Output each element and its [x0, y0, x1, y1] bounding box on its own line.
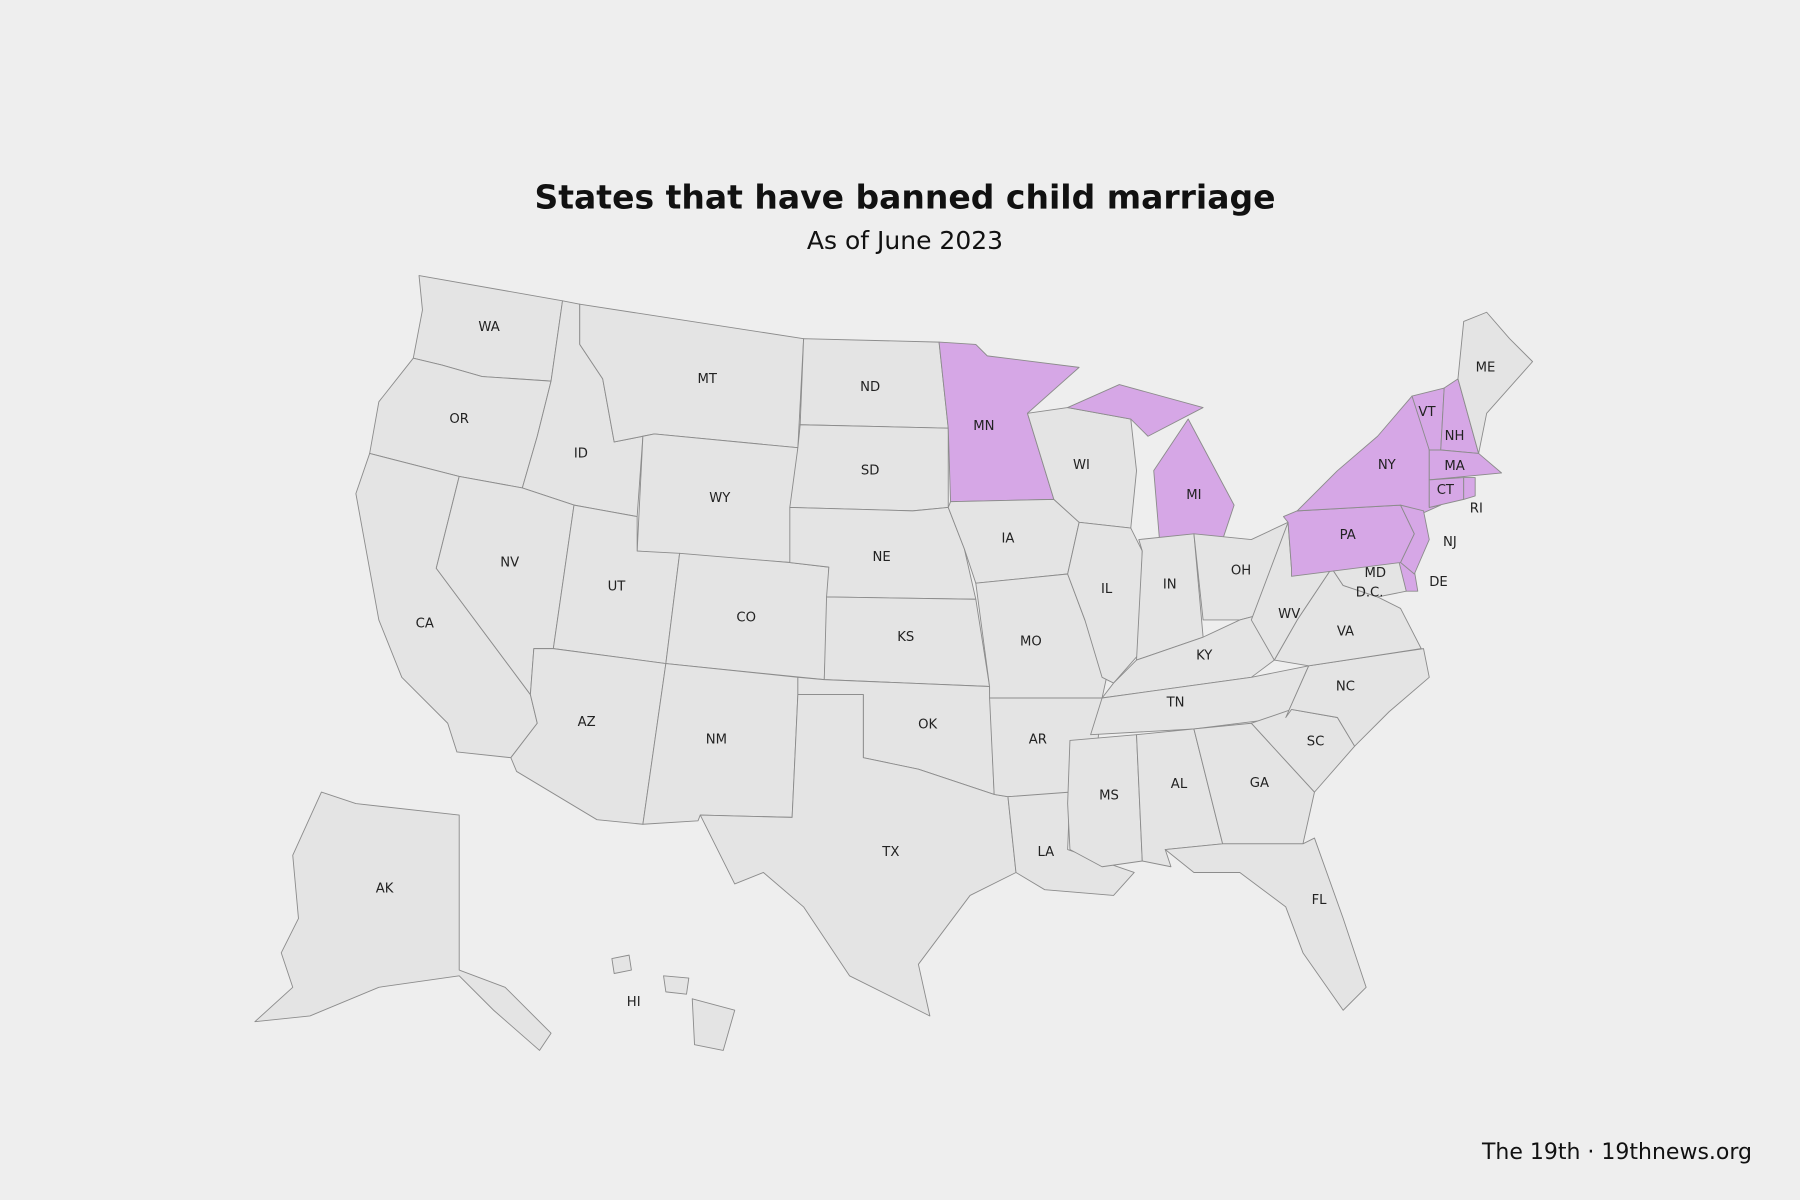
state: NM [642, 663, 799, 825]
state-label: CO [736, 611, 756, 626]
state: D.C. [1356, 585, 1384, 600]
state-label: VT [1418, 405, 1436, 420]
state-label: OH [1231, 564, 1251, 579]
state-label: WA [478, 320, 499, 335]
state-label: NM [706, 732, 727, 747]
state-shape [663, 975, 690, 995]
state: KS [823, 596, 991, 687]
state-label: PA [1340, 528, 1356, 543]
state: NV [435, 475, 575, 695]
state: FL [1164, 837, 1367, 1011]
state-label: TN [1166, 696, 1185, 711]
state-label: NJ [1443, 535, 1457, 550]
state-shape [1428, 449, 1503, 481]
state: NJ [1400, 504, 1457, 575]
state-label: GA [1250, 776, 1269, 791]
state: MI [1067, 384, 1235, 541]
state-label: AZ [578, 715, 596, 730]
state-label: CT [1437, 483, 1455, 498]
state-label: ME [1476, 360, 1496, 375]
state-label: KS [897, 630, 914, 645]
state-label: NY [1378, 458, 1397, 473]
state-label: MN [973, 419, 994, 434]
state-shape [1153, 418, 1235, 541]
state-label: D.C. [1356, 585, 1384, 600]
state-label: FL [1312, 893, 1328, 908]
state-label: SC [1307, 735, 1325, 750]
state: AK [254, 791, 552, 1051]
state: CT [1428, 477, 1465, 508]
state-label: NH [1445, 429, 1465, 444]
state: TX [699, 694, 1017, 1017]
state-label: AR [1029, 732, 1047, 747]
state-label: WI [1073, 458, 1090, 473]
state-label: CA [416, 616, 434, 631]
state-shape [254, 791, 552, 1051]
state: HI [611, 954, 736, 1051]
states: WA OR CA ID NV MT WY UT AZ CO NM ND SD NE KS OK TX MN IA MO… [254, 275, 1534, 1051]
state-label: LA [1037, 845, 1054, 860]
state-label: NV [500, 556, 519, 571]
state-label: AK [376, 882, 394, 897]
state-label: DE [1429, 575, 1448, 590]
state-label: MS [1099, 789, 1119, 804]
state-shape [1463, 477, 1476, 500]
state: SD [789, 424, 949, 512]
state: ME [1457, 311, 1534, 454]
state-label: MI [1186, 488, 1201, 503]
state: CO [665, 552, 830, 681]
state-label: WV [1278, 607, 1300, 622]
state-shape [611, 954, 632, 974]
state-label: NE [873, 550, 891, 565]
state-shape [691, 998, 736, 1051]
state-shape [1067, 384, 1204, 437]
state: GA [1193, 722, 1315, 845]
state-label: VA [1337, 624, 1354, 639]
state-label: SD [861, 464, 880, 479]
state-label: UT [608, 580, 627, 595]
state: OR [369, 357, 552, 489]
state-label: KY [1196, 649, 1213, 664]
state-label: MO [1020, 635, 1042, 650]
state-label: NC [1336, 680, 1355, 695]
state-label: MD [1365, 566, 1387, 581]
state: MS [1067, 734, 1143, 868]
state-label: IN [1163, 577, 1177, 592]
state-label: IL [1101, 582, 1113, 597]
state-label: TX [881, 845, 899, 860]
state-label: WY [709, 491, 731, 506]
state: OK [797, 676, 995, 795]
state-label: MA [1444, 459, 1464, 474]
state-shape [1400, 504, 1430, 575]
state-label: ID [574, 446, 588, 461]
state-label: RI [1470, 502, 1483, 517]
state: RI [1463, 477, 1483, 517]
state-label: AL [1171, 777, 1188, 792]
state: MA [1428, 449, 1503, 481]
title: States that have banned child marriage [535, 178, 1276, 217]
state-label: OR [449, 412, 469, 427]
credit: The 19th · 19thnews.org [1481, 1140, 1752, 1165]
subtitle: As of June 2023 [807, 226, 1003, 255]
state-shape [1193, 722, 1315, 845]
state-label: MT [697, 372, 717, 387]
state-shape [1164, 837, 1367, 1011]
state-label: HI [627, 995, 641, 1010]
state-label: ND [860, 380, 880, 395]
state-shape [1457, 311, 1534, 454]
state: ND [799, 338, 949, 429]
state: WY [636, 433, 799, 563]
state: SC [1250, 709, 1356, 793]
state-shape [699, 694, 1017, 1017]
state-label: OK [918, 717, 937, 732]
state-label: IA [1001, 531, 1014, 546]
